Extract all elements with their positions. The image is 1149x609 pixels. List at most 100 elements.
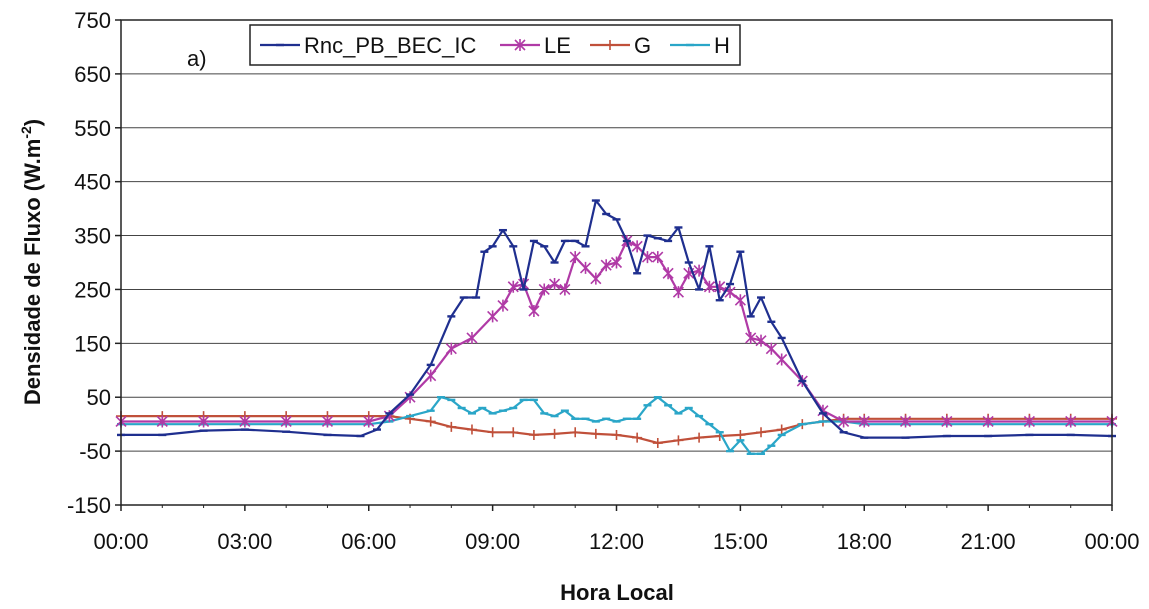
legend: Rnc_PB_BEC_IC LE G H bbox=[249, 24, 741, 66]
series-rnc-pb-bec-ic bbox=[117, 199, 1116, 439]
y-tick-label: -150 bbox=[67, 493, 111, 518]
x-axis-title: Hora Local bbox=[560, 580, 674, 605]
legend-marker bbox=[605, 40, 615, 50]
data-point bbox=[156, 415, 168, 428]
data-point bbox=[1023, 415, 1035, 428]
y-axis-title-exponent: -2 bbox=[18, 126, 34, 139]
data-point bbox=[363, 415, 375, 428]
series-line bbox=[121, 199, 1113, 439]
data-point bbox=[858, 415, 870, 428]
data-point bbox=[590, 428, 601, 439]
data-point bbox=[549, 428, 560, 439]
y-tick-labels: 750 650 550 450 350 250 150 50 -50 -150 bbox=[67, 8, 121, 518]
series-layer bbox=[115, 199, 1118, 456]
data-point bbox=[239, 415, 251, 428]
data-point bbox=[631, 240, 643, 253]
data-point bbox=[321, 415, 334, 428]
data-point bbox=[652, 251, 664, 264]
data-point bbox=[1065, 415, 1077, 428]
data-point bbox=[672, 286, 685, 299]
x-tick-label: 18:00 bbox=[837, 529, 892, 554]
data-point bbox=[570, 427, 581, 438]
legend-item: Rnc_PB_BEC_IC bbox=[260, 33, 477, 58]
data-point bbox=[776, 353, 788, 366]
data-point bbox=[538, 283, 550, 296]
data-point bbox=[652, 438, 663, 449]
legend-label: Rnc_PB_BEC_IC bbox=[304, 33, 477, 58]
data-point bbox=[280, 415, 292, 428]
x-tick-label: 06:00 bbox=[341, 529, 396, 554]
data-point bbox=[590, 272, 602, 285]
y-tick-label: -50 bbox=[79, 439, 111, 464]
x-tick-label: 15:00 bbox=[713, 529, 768, 554]
series-le bbox=[115, 234, 1118, 428]
legend-item: LE bbox=[500, 33, 571, 58]
y-axis-title: Densidade de Fluxo (W.m-2) bbox=[18, 119, 45, 405]
data-point bbox=[487, 310, 499, 323]
data-point bbox=[703, 280, 715, 293]
data-point bbox=[445, 342, 457, 355]
y-tick-label: 750 bbox=[74, 8, 111, 33]
y-axis-title-close: ) bbox=[20, 119, 45, 126]
y-tick-label: 650 bbox=[74, 62, 111, 87]
legend-label: LE bbox=[544, 33, 571, 58]
data-point bbox=[466, 424, 477, 435]
data-point bbox=[776, 424, 787, 435]
data-point bbox=[982, 415, 994, 428]
series-g bbox=[116, 411, 1117, 449]
y-tick-label: 150 bbox=[74, 331, 111, 356]
x-tick-label: 12:00 bbox=[589, 529, 644, 554]
y-tick-label: 350 bbox=[74, 224, 111, 249]
data-point bbox=[755, 334, 767, 347]
y-tick-label: 50 bbox=[87, 385, 111, 410]
data-point bbox=[579, 261, 592, 274]
data-point bbox=[548, 278, 561, 291]
legend-item: H bbox=[670, 33, 730, 58]
legend-item: G bbox=[590, 33, 651, 58]
legend-marker bbox=[514, 39, 526, 51]
data-point bbox=[734, 294, 746, 307]
panel-label: a) bbox=[187, 46, 207, 71]
data-point bbox=[425, 369, 437, 382]
y-tick-label: 450 bbox=[74, 170, 111, 195]
data-point bbox=[611, 429, 622, 440]
data-point bbox=[446, 421, 457, 432]
data-point bbox=[569, 251, 581, 264]
data-point bbox=[838, 415, 850, 428]
data-point bbox=[610, 256, 623, 269]
data-point bbox=[425, 416, 436, 427]
x-tick-label: 00:00 bbox=[93, 529, 148, 554]
data-point bbox=[662, 267, 674, 280]
data-point bbox=[528, 429, 539, 440]
series-line bbox=[121, 396, 1112, 455]
x-tick-label: 03:00 bbox=[217, 529, 272, 554]
data-point bbox=[487, 427, 498, 438]
data-point bbox=[641, 251, 654, 264]
data-point bbox=[756, 427, 767, 438]
x-tick-labels: 00:00 03:00 06:00 09:00 12:00 15:00 18:00 21:00… bbox=[93, 505, 1140, 554]
data-point bbox=[941, 415, 953, 428]
series-h bbox=[117, 396, 1116, 456]
y-tick-label: 550 bbox=[74, 116, 111, 141]
y-axis-title-main: Densidade de Fluxo (W.m bbox=[20, 139, 45, 405]
legend-label: G bbox=[634, 33, 651, 58]
data-point bbox=[765, 342, 777, 355]
data-point bbox=[497, 299, 509, 312]
x-tick-label: 21:00 bbox=[961, 529, 1016, 554]
data-point bbox=[528, 305, 540, 317]
data-point bbox=[508, 427, 519, 438]
data-point bbox=[745, 331, 757, 344]
x-tick-label: 09:00 bbox=[465, 529, 520, 554]
x-tick-label: 00:00 bbox=[1084, 529, 1139, 554]
data-point bbox=[559, 283, 571, 296]
y-tick-label: 250 bbox=[74, 277, 111, 302]
data-point bbox=[600, 259, 612, 272]
data-point bbox=[632, 432, 643, 443]
legend-box bbox=[249, 24, 741, 66]
data-point bbox=[198, 415, 210, 428]
legend-label: H bbox=[714, 33, 730, 58]
data-point bbox=[899, 415, 912, 428]
data-point bbox=[735, 429, 746, 440]
data-point bbox=[673, 435, 684, 446]
